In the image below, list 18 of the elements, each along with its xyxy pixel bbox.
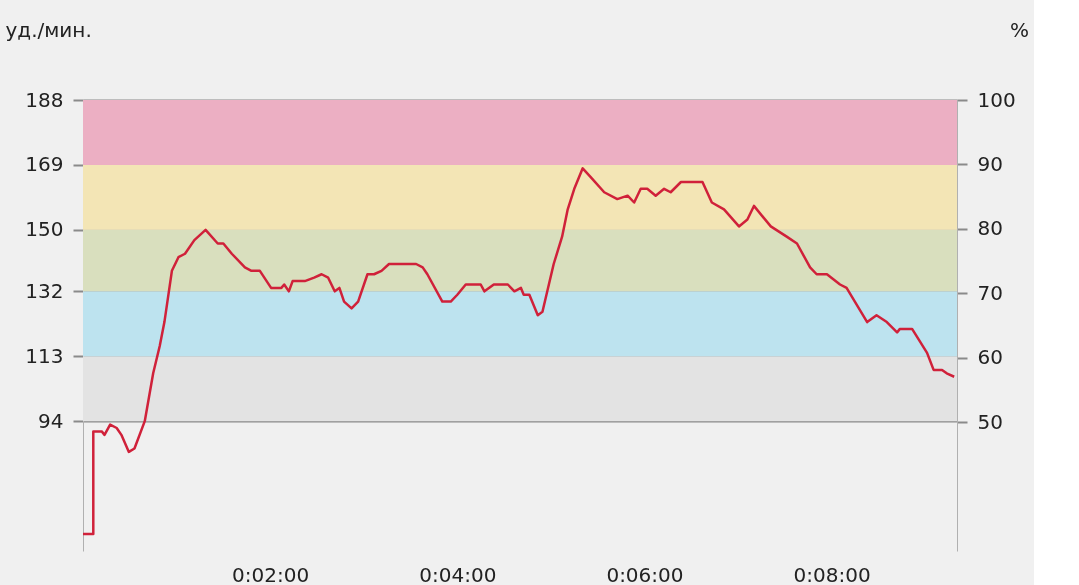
- y2-tick-label: 50: [977, 409, 1003, 434]
- x-tick-label: 0:02:00: [232, 562, 310, 585]
- y-axis-title: уд./мин.: [5, 17, 92, 42]
- x-tick-label: 0:06:00: [606, 562, 684, 585]
- y2-tick-label: 80: [977, 216, 1003, 241]
- y-tick-label: 169: [25, 152, 64, 177]
- y-tick-label: 150: [25, 217, 64, 242]
- x-tick-label: 0:08:00: [793, 562, 871, 585]
- y2-tick-label: 60: [977, 345, 1003, 370]
- y2-tick-label: 90: [977, 151, 1003, 176]
- y2-tick-label: 100: [977, 87, 1016, 112]
- x-tick-label: 0:04:00: [419, 562, 497, 585]
- y-tick-label: 188: [25, 87, 64, 112]
- y-tick-label: 113: [25, 343, 64, 368]
- y-tick-label: 132: [25, 278, 64, 303]
- y-tick-label: 94: [38, 408, 64, 433]
- y2-axis-title: %: [1009, 17, 1030, 42]
- y2-tick-label: 70: [977, 280, 1003, 305]
